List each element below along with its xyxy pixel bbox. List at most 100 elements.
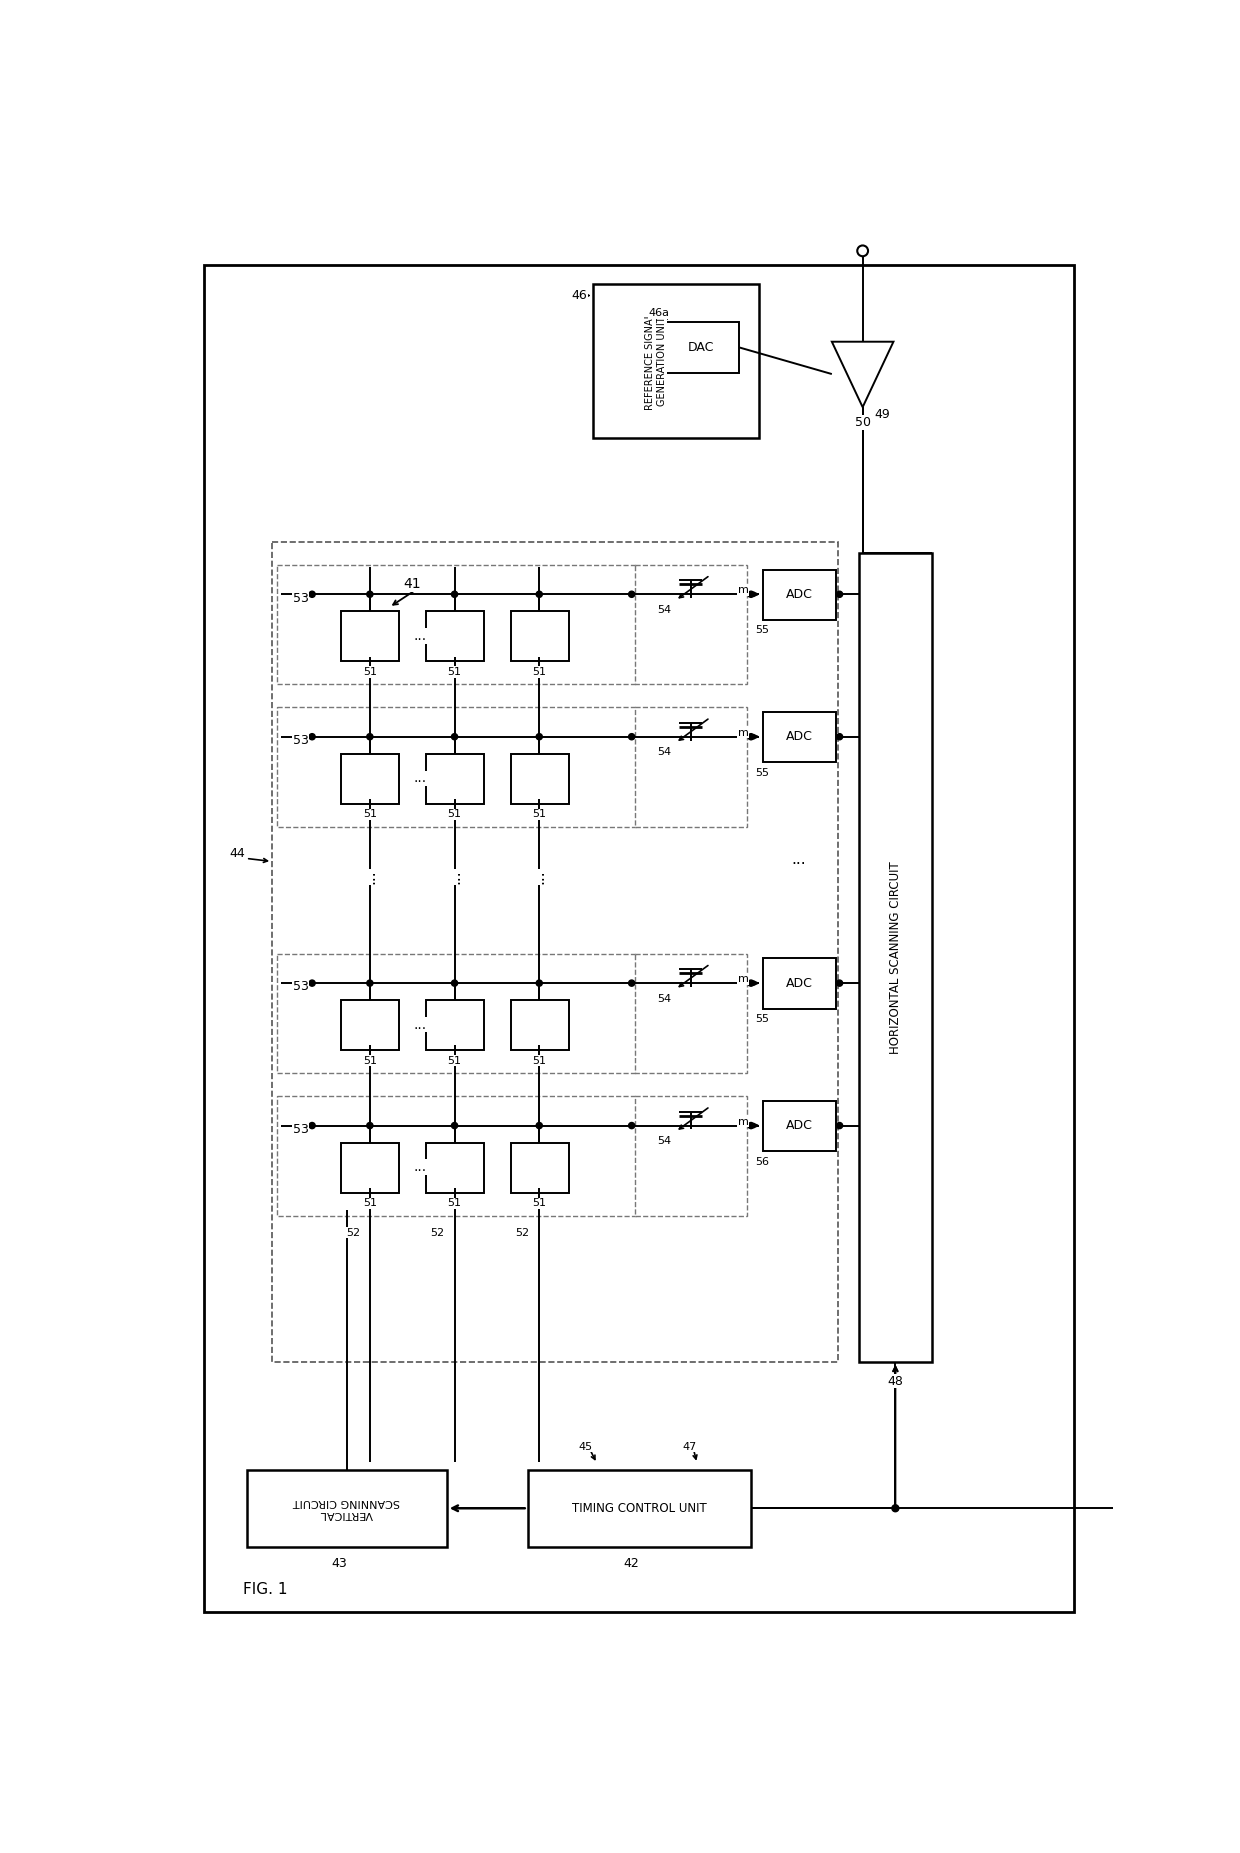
Bar <box>341 611 399 662</box>
Circle shape <box>309 980 315 986</box>
Text: 55: 55 <box>755 626 769 636</box>
Text: 51: 51 <box>448 810 461 819</box>
Bar <box>635 565 748 684</box>
Text: 46: 46 <box>572 289 588 302</box>
Text: ADC: ADC <box>786 1119 812 1132</box>
Text: ...: ... <box>448 869 463 884</box>
Text: 53: 53 <box>293 980 309 993</box>
Circle shape <box>748 1123 754 1128</box>
Bar <box>247 1469 446 1547</box>
Bar <box>427 1001 484 1051</box>
Bar <box>278 565 635 684</box>
Bar <box>278 708 635 826</box>
Bar <box>763 1101 836 1151</box>
Bar <box>763 569 836 619</box>
Text: m: m <box>738 975 749 984</box>
Text: ADC: ADC <box>786 730 812 743</box>
Text: ADC: ADC <box>786 587 812 600</box>
Text: VERTICAL
SCANNING CIRCUIT: VERTICAL SCANNING CIRCUIT <box>293 1497 401 1519</box>
Bar <box>427 754 484 804</box>
Circle shape <box>451 1123 458 1128</box>
Text: 51: 51 <box>532 667 547 676</box>
Bar <box>278 1097 635 1216</box>
Text: TIMING CONTROL UNIT: TIMING CONTROL UNIT <box>572 1501 707 1514</box>
Circle shape <box>451 734 458 739</box>
Text: 51: 51 <box>363 1056 377 1065</box>
Text: FIG. 1: FIG. 1 <box>243 1582 288 1597</box>
Circle shape <box>367 980 373 986</box>
Text: 47: 47 <box>682 1442 697 1451</box>
Circle shape <box>837 591 843 597</box>
Text: 52: 52 <box>430 1227 445 1238</box>
Text: 51: 51 <box>363 667 377 676</box>
Text: 51: 51 <box>532 810 547 819</box>
Circle shape <box>367 734 373 739</box>
Circle shape <box>748 591 754 597</box>
Bar <box>511 611 568 662</box>
Text: m: m <box>738 586 749 595</box>
Text: 49: 49 <box>874 408 890 421</box>
Circle shape <box>309 591 315 597</box>
Circle shape <box>748 980 754 986</box>
Circle shape <box>837 734 843 739</box>
Circle shape <box>309 734 315 739</box>
Circle shape <box>536 980 542 986</box>
Bar <box>763 712 836 762</box>
Text: 53: 53 <box>293 591 309 604</box>
Text: ...: ... <box>413 1017 427 1032</box>
Text: 50: 50 <box>854 417 870 430</box>
Text: ...: ... <box>532 869 547 884</box>
Text: 51: 51 <box>448 1056 461 1065</box>
Circle shape <box>451 591 458 597</box>
Text: 56: 56 <box>755 1156 769 1167</box>
Text: m: m <box>738 728 749 737</box>
Text: 42: 42 <box>624 1557 640 1569</box>
Text: ADC: ADC <box>786 977 812 990</box>
Text: 55: 55 <box>755 1014 769 1025</box>
Text: 52: 52 <box>346 1227 360 1238</box>
Text: m: m <box>738 1117 749 1127</box>
Text: ...: ... <box>413 628 427 643</box>
Text: 54: 54 <box>657 604 671 615</box>
Text: 51: 51 <box>532 1199 547 1208</box>
Circle shape <box>629 591 635 597</box>
Circle shape <box>629 1123 635 1128</box>
Text: 53: 53 <box>293 734 309 747</box>
Circle shape <box>367 1123 373 1128</box>
Bar <box>511 1001 568 1051</box>
Text: 51: 51 <box>448 667 461 676</box>
Bar <box>662 322 739 372</box>
Bar <box>427 611 484 662</box>
Bar <box>528 1469 751 1547</box>
Text: ...: ... <box>362 869 377 884</box>
Text: 54: 54 <box>657 993 671 1004</box>
Circle shape <box>451 980 458 986</box>
Text: ...: ... <box>413 771 427 786</box>
Text: DAC: DAC <box>688 341 714 354</box>
Text: 45: 45 <box>578 1442 593 1451</box>
Circle shape <box>748 734 754 739</box>
Text: 43: 43 <box>331 1557 347 1569</box>
Circle shape <box>536 1123 542 1128</box>
Bar <box>427 1143 484 1193</box>
Bar <box>511 754 568 804</box>
Text: 54: 54 <box>657 1136 671 1145</box>
Text: 54: 54 <box>657 747 671 758</box>
Text: ...: ... <box>413 1160 427 1175</box>
Circle shape <box>629 980 635 986</box>
Text: 52: 52 <box>516 1227 529 1238</box>
Circle shape <box>536 734 542 739</box>
Bar <box>635 1097 748 1216</box>
Text: 51: 51 <box>532 1056 547 1065</box>
Circle shape <box>629 734 635 739</box>
Bar <box>635 954 748 1073</box>
Text: 51: 51 <box>363 1199 377 1208</box>
Text: HORIZONTAL SCANNING CIRCUIT: HORIZONTAL SCANNING CIRCUIT <box>889 862 901 1054</box>
Circle shape <box>837 980 843 986</box>
Bar <box>278 954 635 1073</box>
Bar <box>272 541 838 1362</box>
Circle shape <box>857 245 868 256</box>
Circle shape <box>536 591 542 597</box>
Text: 53: 53 <box>293 1123 309 1136</box>
Bar <box>341 1143 399 1193</box>
